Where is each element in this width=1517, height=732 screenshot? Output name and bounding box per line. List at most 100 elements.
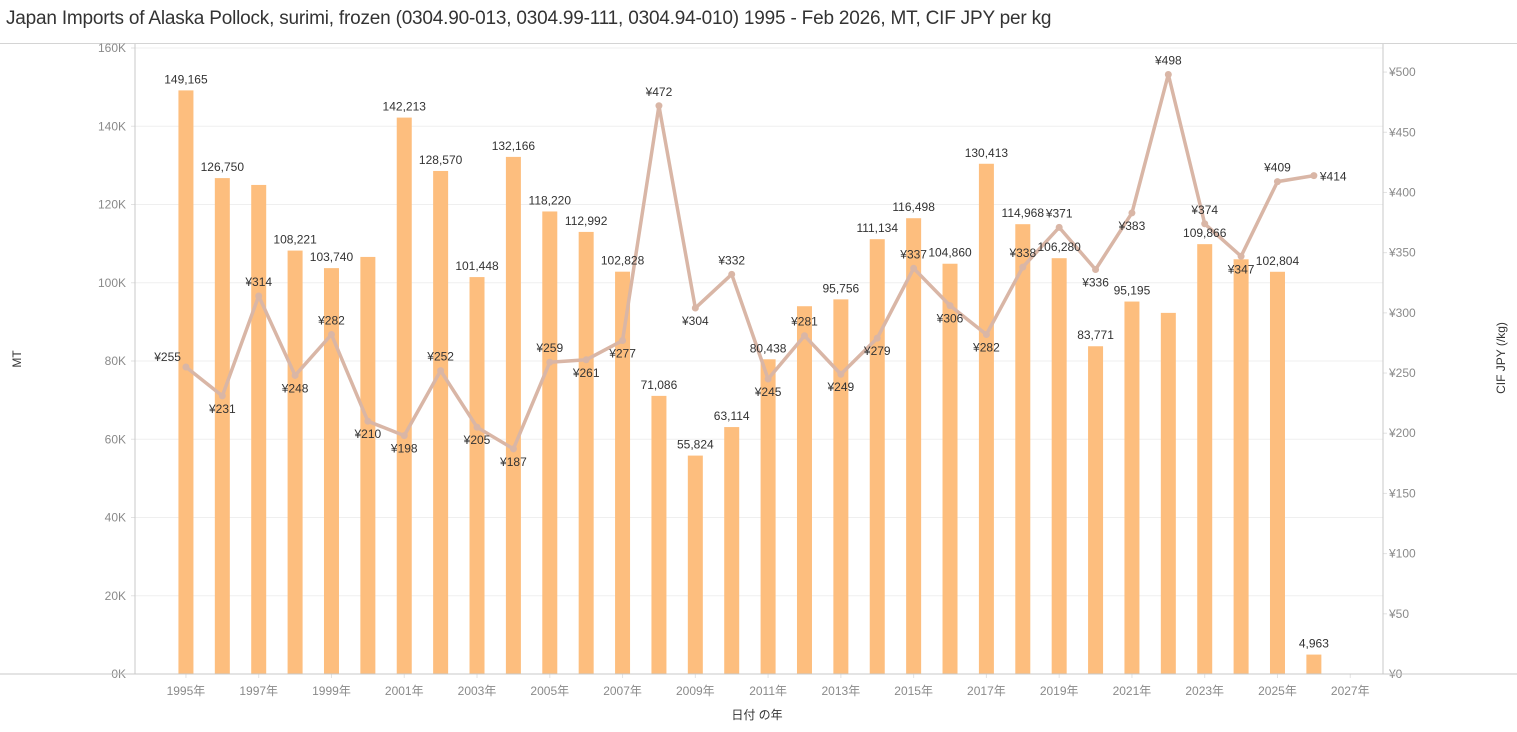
bar[interactable]: [978, 163, 994, 674]
price-point[interactable]: [800, 332, 808, 340]
bar[interactable]: [323, 268, 339, 674]
bar[interactable]: [287, 250, 303, 675]
price-point[interactable]: [437, 367, 445, 375]
x-tick-label: 2011年: [749, 684, 787, 698]
bar[interactable]: [724, 427, 740, 674]
bar-value-label: 55,824: [677, 438, 714, 452]
price-value-label: ¥252: [426, 350, 454, 364]
y-tick-label: 120K: [98, 198, 126, 212]
price-point[interactable]: [764, 375, 772, 383]
bar[interactable]: [542, 211, 558, 675]
price-point[interactable]: [1128, 209, 1136, 217]
price-point[interactable]: [619, 337, 627, 345]
price-point[interactable]: [982, 331, 990, 339]
price-point[interactable]: [1310, 172, 1318, 180]
price-point[interactable]: [509, 445, 517, 453]
bar[interactable]: [1124, 301, 1140, 674]
price-point[interactable]: [400, 432, 408, 440]
price-point[interactable]: [1273, 178, 1281, 186]
y2-tick-label: ¥300: [1388, 306, 1416, 320]
bar[interactable]: [942, 263, 958, 674]
bar-value-label: 112,992: [565, 214, 608, 228]
price-value-label: ¥231: [208, 402, 236, 416]
price-point[interactable]: [1019, 263, 1027, 271]
price-point[interactable]: [837, 370, 845, 378]
bar-value-label: 118,220: [529, 193, 572, 207]
bar[interactable]: [1269, 271, 1285, 674]
bar[interactable]: [1015, 224, 1031, 675]
price-point[interactable]: [473, 423, 481, 431]
bar[interactable]: [869, 239, 885, 674]
price-point[interactable]: [327, 331, 335, 339]
price-point[interactable]: [255, 292, 263, 300]
bar[interactable]: [1051, 258, 1067, 674]
bar[interactable]: [833, 299, 849, 674]
bar[interactable]: [687, 455, 703, 674]
bar-value-label: 116,498: [892, 200, 935, 214]
bar-value-label: 101,448: [455, 259, 499, 273]
x-tick-label: 2001年: [385, 684, 424, 698]
x-tick-label: 2027年: [1331, 684, 1370, 698]
x-tick-label: 2015年: [894, 684, 933, 698]
bar-value-label: 149,165: [164, 72, 208, 86]
price-value-label: ¥245: [754, 385, 782, 399]
price-point[interactable]: [1055, 223, 1063, 231]
bar[interactable]: [360, 256, 376, 674]
price-value-label: ¥277: [608, 347, 636, 361]
price-value-label: ¥498: [1154, 53, 1182, 67]
price-point[interactable]: [182, 363, 190, 371]
price-point[interactable]: [655, 102, 663, 110]
bar[interactable]: [1233, 259, 1249, 674]
price-point[interactable]: [218, 392, 226, 400]
y-tick-label: 160K: [98, 41, 126, 55]
bar[interactable]: [505, 156, 521, 675]
x-tick-label: 2013年: [822, 684, 861, 698]
price-point[interactable]: [1164, 70, 1172, 78]
price-value-label: ¥409: [1263, 161, 1291, 175]
price-point[interactable]: [1237, 252, 1245, 260]
bar[interactable]: [796, 306, 812, 674]
price-point[interactable]: [873, 334, 881, 342]
bar[interactable]: [1160, 312, 1176, 674]
price-point[interactable]: [1092, 266, 1100, 274]
bar-value-label: 142,213: [383, 100, 427, 114]
price-point[interactable]: [582, 356, 590, 364]
bar-value-label: 126,750: [201, 160, 245, 174]
bar-value-label: 80,438: [750, 341, 787, 355]
bar[interactable]: [178, 90, 194, 674]
bar-value-label: 114,968: [1002, 206, 1045, 220]
price-point[interactable]: [364, 417, 372, 425]
price-point[interactable]: [291, 371, 299, 379]
x-tick-label: 1997年: [239, 684, 278, 698]
bar[interactable]: [615, 271, 631, 674]
bar[interactable]: [1306, 654, 1322, 674]
bar[interactable]: [396, 117, 412, 675]
bar-value-label: 83,771: [1077, 328, 1114, 342]
price-line: [184, 72, 1315, 451]
bar[interactable]: [760, 359, 776, 674]
bar[interactable]: [651, 395, 667, 674]
price-point[interactable]: [910, 264, 918, 272]
price-value-label: ¥371: [1045, 206, 1073, 220]
price-point[interactable]: [1201, 220, 1209, 228]
price-point[interactable]: [691, 304, 699, 312]
y2-tick-label: ¥100: [1388, 547, 1416, 561]
y2-tick-label: ¥250: [1388, 366, 1416, 380]
bar[interactable]: [214, 178, 230, 674]
bar[interactable]: [1088, 346, 1104, 674]
bar-value-label: 63,114: [714, 409, 750, 423]
price-value-label: ¥281: [790, 315, 818, 329]
price-value-label: ¥306: [936, 312, 964, 326]
price-point[interactable]: [546, 358, 554, 366]
price-point[interactable]: [728, 270, 736, 278]
price-value-label: ¥383: [1118, 219, 1146, 233]
bar[interactable]: [578, 231, 594, 674]
bar[interactable]: [469, 277, 485, 674]
x-tick-label: 2021年: [1113, 684, 1152, 698]
price-point[interactable]: [946, 302, 954, 310]
bar[interactable]: [1197, 244, 1213, 674]
bar-value-label: 130,413: [965, 146, 1009, 160]
bar[interactable]: [906, 218, 922, 674]
bar[interactable]: [251, 184, 267, 674]
bar[interactable]: [433, 170, 449, 674]
